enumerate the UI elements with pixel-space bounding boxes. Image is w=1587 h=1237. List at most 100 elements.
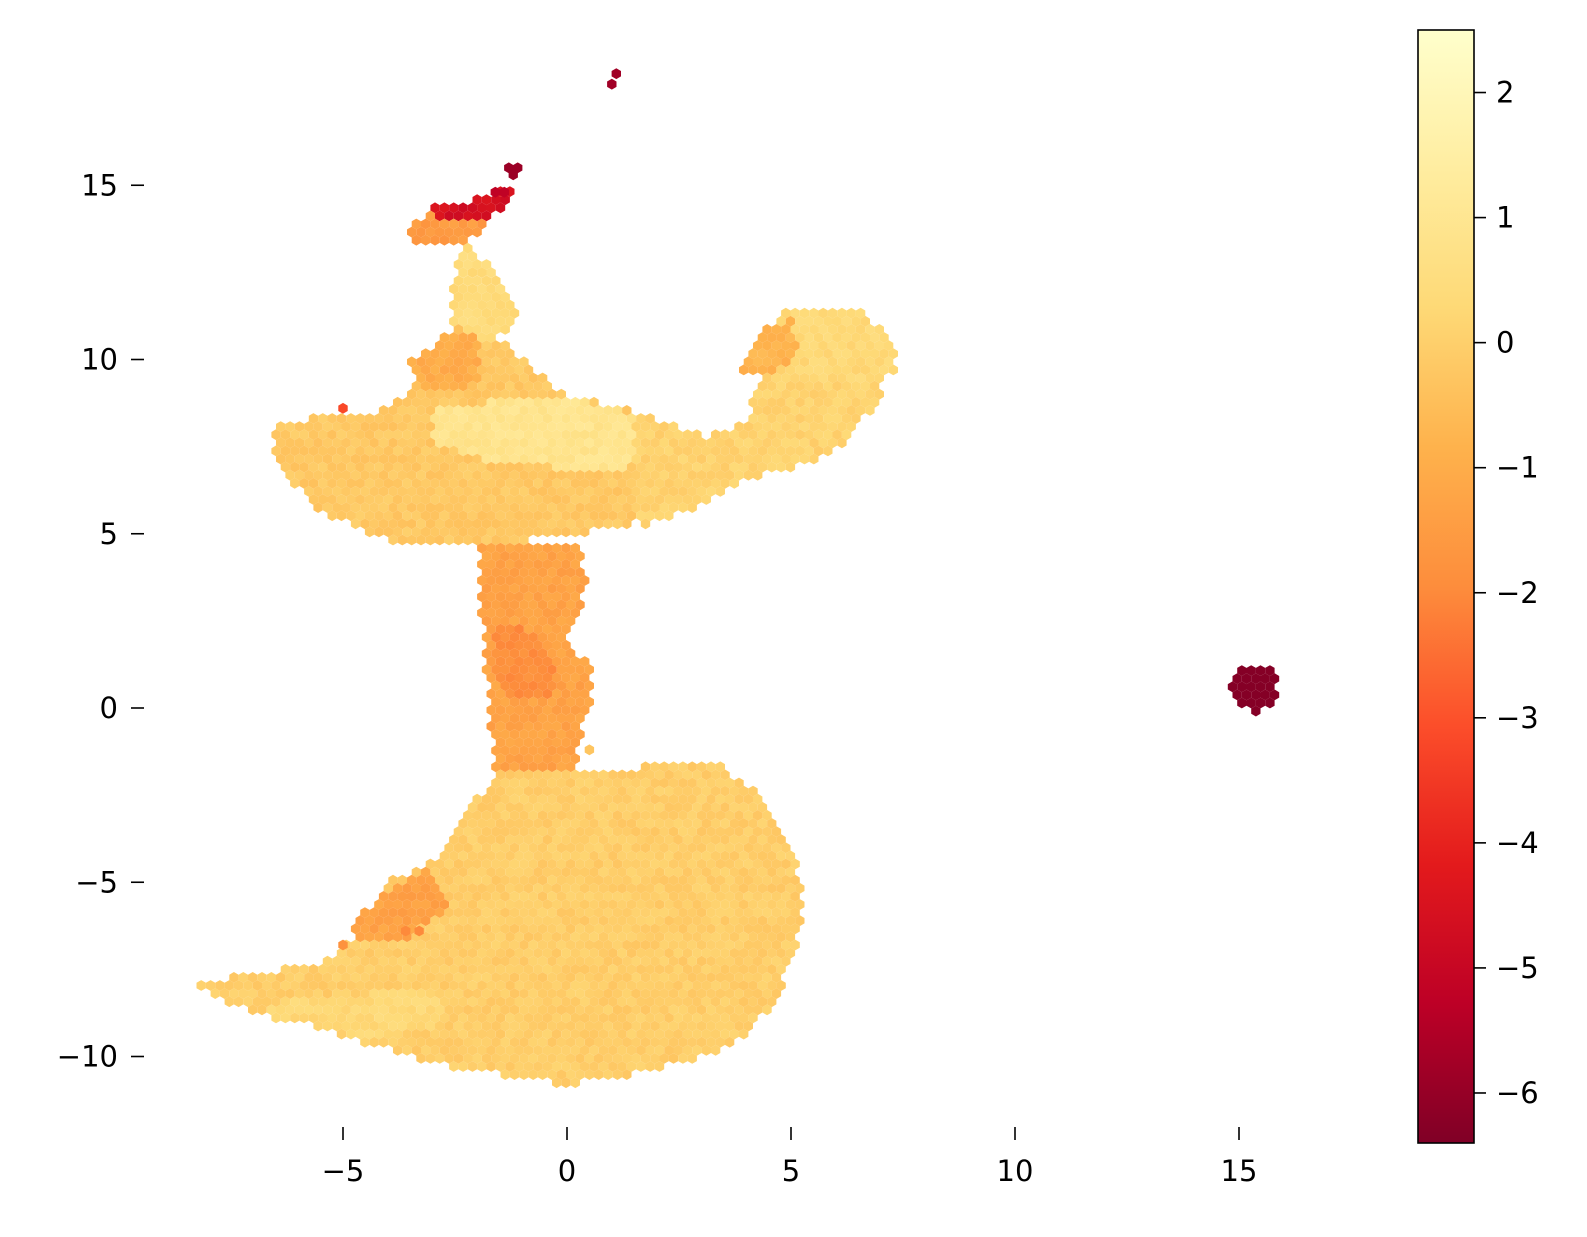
plot-area: [196, 68, 1280, 1089]
hexbin-cell: [407, 1004, 417, 1016]
hexbin-cell: [500, 1020, 510, 1032]
hexbin-cell: [851, 315, 861, 327]
hexbin-cell: [631, 1036, 641, 1048]
hexbin-cell: [528, 907, 538, 918]
hexbin-cell: [771, 972, 782, 983]
hexbin-cell: [832, 364, 842, 376]
hexbin-cell: [332, 437, 342, 449]
hexbin-cell: [561, 963, 571, 975]
hexbin-cell: [407, 486, 417, 497]
hexbin-cell: [729, 818, 739, 829]
hexbin-cell: [369, 972, 379, 983]
hexbin-cell: [743, 1020, 753, 1032]
hexbin-cell: [407, 988, 417, 999]
hexbin-cell: [594, 972, 604, 983]
hexbin-cell: [322, 453, 333, 465]
hexbin-cell: [444, 226, 454, 238]
hexbin-cell: [668, 469, 679, 481]
hexbin-cell: [477, 364, 487, 376]
hexbin-cell: [767, 866, 777, 878]
hexbin-cell: [622, 437, 632, 449]
hexbin-cell: [467, 364, 478, 376]
hexbin-cell: [523, 915, 534, 927]
hexbin-cell: [458, 526, 468, 538]
hexbin-cell: [664, 834, 674, 846]
hexbin-cell: [491, 550, 501, 562]
hexbin-cell: [701, 494, 711, 505]
hexbin-cell: [477, 461, 487, 473]
hexbin-cell: [505, 834, 515, 846]
hexbin-cell: [781, 955, 791, 967]
hexbin-cell: [505, 510, 515, 522]
hexbin-cell: [776, 915, 786, 927]
hexbin-cell: [659, 874, 669, 886]
hexbin-cell: [369, 437, 379, 449]
hexbin-cell: [322, 955, 333, 967]
hexbin-cell: [552, 1028, 562, 1040]
hexbin-cell: [495, 753, 506, 765]
hexbin-cell: [739, 931, 749, 943]
hexbin-cell: [491, 712, 501, 724]
hexbin-cell: [514, 704, 524, 716]
hexbin-cell: [570, 899, 580, 910]
hexbin-cell: [458, 332, 468, 343]
hexbin-cell: [725, 907, 735, 918]
hexbin-cell: [509, 469, 520, 481]
hexbin-cell: [280, 429, 291, 441]
hexbin-cell: [566, 842, 576, 854]
hexbin-cell: [439, 947, 450, 959]
hexbin-cell: [416, 972, 426, 983]
hexbin-cell: [519, 405, 529, 416]
hexbin-cell: [711, 785, 721, 797]
outlier-cluster-cell: [1269, 689, 1280, 701]
hexbin-cell: [734, 793, 744, 805]
hexbin-cell: [411, 510, 421, 522]
hexbin-cell: [537, 1036, 548, 1048]
hexbin-cell: [542, 591, 552, 603]
hexbin-cell: [804, 429, 814, 441]
hexbin-cell: [631, 955, 641, 967]
hexbin-cell: [547, 761, 557, 773]
hexbin-cell: [519, 518, 529, 530]
hexbin-cell: [453, 907, 464, 918]
hexbin-cell: [645, 996, 655, 1008]
hexbin-cell: [416, 405, 426, 416]
hexbin-cell: [711, 882, 721, 894]
hexbin-cell: [561, 639, 571, 651]
hexbin-cell: [500, 550, 510, 562]
hexbin-cell: [790, 923, 800, 935]
hexbin-cell: [533, 1012, 543, 1024]
hexbin-cell: [771, 891, 782, 902]
hexbin-cell: [505, 980, 515, 991]
hexbin-cell: [561, 1061, 571, 1072]
hexbin-cell: [622, 1036, 632, 1048]
hexbin-cell: [650, 777, 660, 789]
hexbin-cell: [463, 842, 473, 854]
hexbin-cell: [608, 947, 618, 959]
hexbin-cell: [486, 623, 496, 635]
hexbin-cell: [435, 939, 445, 951]
hexbin-cell: [584, 988, 594, 999]
hexbin-cell: [570, 575, 580, 586]
hexbin-cell: [570, 947, 580, 959]
hexbin-cell: [467, 332, 478, 343]
hexbin-cell: [397, 939, 407, 951]
hexbin-cell: [411, 380, 421, 392]
hexbin-cell: [584, 518, 594, 530]
colorbar-tick-label: −4: [1496, 826, 1539, 860]
hexbin-cell: [547, 599, 557, 611]
hexbin-cell: [416, 437, 426, 449]
hexbin-cell: [435, 1004, 445, 1016]
hexbin-cell: [612, 907, 623, 918]
hexbin-cell: [421, 1028, 431, 1040]
hexbin-cell: [682, 963, 693, 975]
hexbin-cell: [411, 1012, 421, 1024]
hexbin-cell: [799, 388, 810, 400]
hexbin-cell: [472, 210, 482, 222]
hexbin-cell: [425, 518, 435, 530]
hexbin-cell: [594, 988, 604, 999]
hexbin-cell: [495, 1044, 506, 1056]
hexbin-cell: [617, 963, 627, 975]
hexbin-cell: [505, 429, 515, 441]
hexbin-cell: [556, 615, 566, 627]
